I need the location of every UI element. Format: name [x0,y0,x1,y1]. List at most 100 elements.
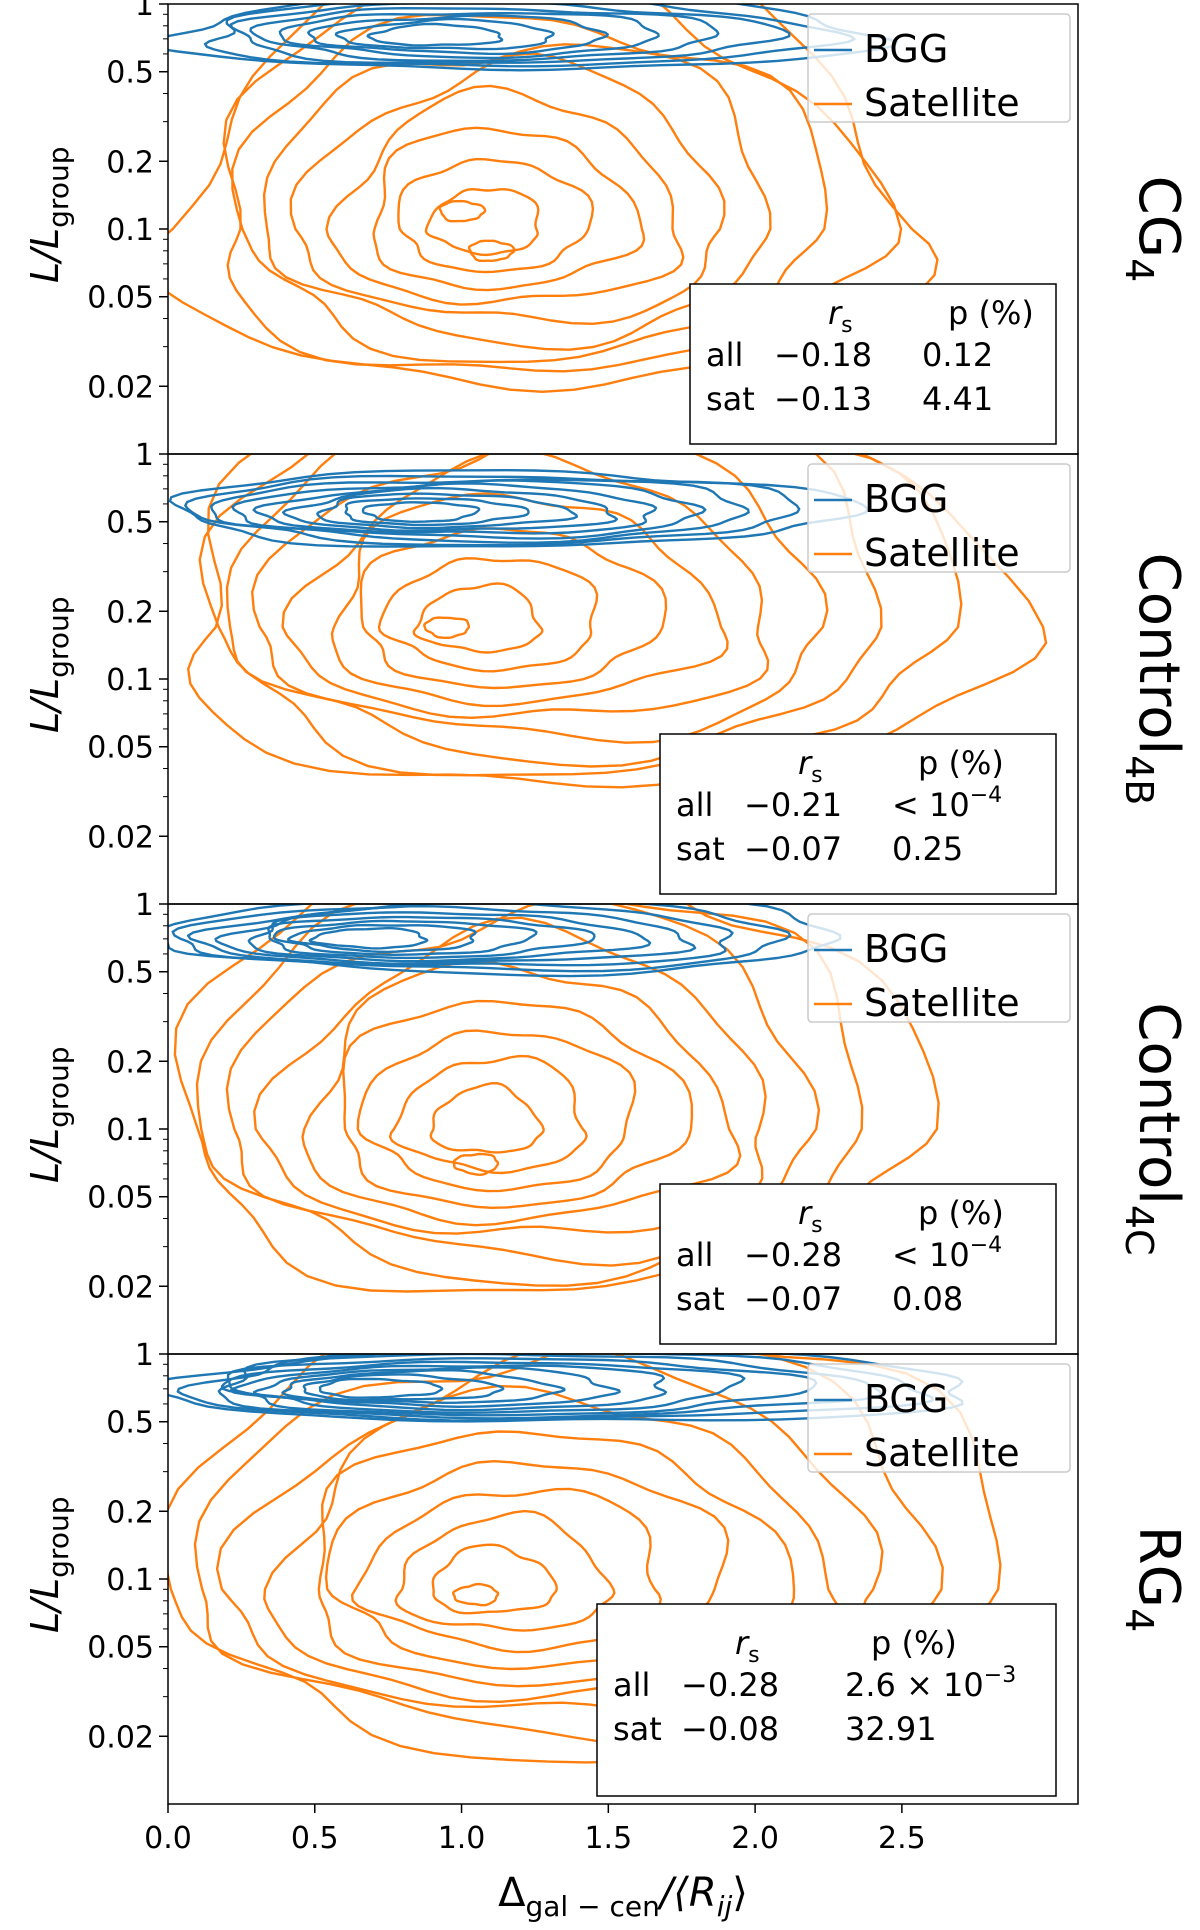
panel-4: 10.50.20.10.050.02L/LgroupBGGSatelliters… [23,1338,1191,1805]
satellite-contour [325,84,685,306]
stats-row-rs: −0.08 [681,1710,779,1748]
satellite-contour [412,582,544,654]
y-axis-label: L/Lgroup [23,597,75,733]
bgg-contour [249,6,720,62]
bgg-contour [318,1377,444,1399]
y-label-main: L/L [23,228,67,283]
bgg-contour [203,4,856,68]
bgg-contour [308,927,429,950]
bgg-contour [334,17,555,51]
x-label-rest: /⟨R [657,1870,717,1916]
stats-row-label: sat [676,1280,725,1318]
y-tick-label: 0.02 [87,370,154,405]
y-label-sub: group [42,1047,75,1128]
stats-table: rs p (%) all −0.28 2.6 × 10−3 sat −0.08 32.91 [596,1603,1057,1797]
stats-header-rs-sub: s [811,763,822,788]
y-tick-label: 0.05 [87,281,154,316]
contour-layer [168,4,939,393]
satellite-contour [289,52,726,325]
legend: BGG Satellite [807,1363,1071,1475]
stats-row-label: all [706,336,743,374]
satellite-contour [281,454,770,719]
bgg-contour [210,478,750,544]
x-tick-label: 2.0 [731,1821,779,1856]
bgg-contour [282,486,618,532]
panel-3: 10.50.20.10.050.02L/LgroupBGGSatelliters… [23,888,1191,1355]
y-tick-label: 0.1 [106,1113,154,1148]
stats-row-rs: −0.13 [774,380,872,418]
bgg-contour [229,1364,668,1412]
satellite-contour [356,1029,637,1193]
stats-row-label: all [676,1236,713,1274]
stats-header-rs-main: r [798,1194,813,1232]
x-tick-label: 2.5 [878,1821,926,1856]
bgg-contour [252,1366,621,1408]
y-tick-label: 0.02 [87,820,154,855]
panel-name: Control4C [1117,1002,1191,1255]
stats-box [659,733,1057,895]
bgg-contour [220,1360,746,1414]
y-tick-label: 0.1 [106,213,154,248]
panel-name-sub: 4B [1117,755,1161,805]
satellite-contour [262,43,772,351]
panel-1: 10.50.20.10.050.02L/LgroupBGGSatelliters… [23,0,1191,455]
stats-box [689,283,1057,445]
y-tick-label: 0.5 [106,1406,154,1441]
stats-header-rs: rs [828,294,853,338]
legend-label-bgg: BGG [864,927,948,971]
stats-row-p-exponent: −3 [984,1663,1016,1688]
stats-row-p-value: < 10 [892,1236,970,1274]
satellite-peak-contour [438,199,487,223]
bgg-contour [272,919,538,956]
stats-header-rs: rs [735,1624,760,1668]
x-tick-label: 0.0 [144,1821,192,1856]
contour-layer [168,904,940,1293]
stats-row-p-exponent: −4 [970,783,1002,808]
stats-row-p-value: 32.91 [845,1710,937,1748]
panel-2: 10.50.20.10.050.02L/LgroupBGGSatelliters… [23,438,1191,905]
y-tick-label: 0.2 [106,1045,154,1080]
y-axis-label: L/Lgroup [23,147,75,283]
stats-row-p-value: 0.08 [892,1280,963,1318]
y-axis-label: L/Lgroup [23,1497,75,1633]
y-tick-label: 0.1 [106,663,154,698]
stats-row-label: sat [706,380,755,418]
bgg-contour [281,1369,566,1404]
stats-row-p: 0.12 [922,336,993,374]
stats-header-p: p (%) [918,744,1004,782]
panel-name-sub: 4 [1117,1608,1161,1632]
satellite-contour [251,454,829,744]
stats-header-p: p (%) [918,1194,1004,1232]
satellite-peak-contour [467,239,516,262]
bgg-contour [316,492,578,530]
stats-row-p: 32.91 [845,1710,937,1748]
satellite-peak-contour [423,616,471,639]
bgg-contour [217,1354,883,1420]
stats-row-p: 0.08 [892,1280,963,1318]
legend-box [807,463,1071,573]
legend: BGG Satellite [807,13,1071,125]
satellite-contour [350,1487,662,1654]
legend: BGG Satellite [807,463,1071,575]
bgg-contour [252,482,658,535]
y-tick-label: 0.2 [106,145,154,180]
stats-box [659,1183,1057,1345]
x-label-rest-sub: ij [717,1890,733,1923]
stats-header-p: p (%) [871,1624,957,1662]
bgg-contour [168,1354,964,1423]
y-tick-label: 0.1 [106,1563,154,1598]
x-tick-label: 1.5 [584,1821,632,1856]
legend-label-satellite: Satellite [864,81,1020,125]
satellite-contour [253,916,767,1235]
bgg-contour [247,911,652,963]
x-label-main: Δ [498,1870,526,1916]
satellite-contour [394,1509,616,1632]
satellite-contour [301,959,742,1227]
stats-box [596,1603,1057,1797]
x-tick-label: 0.5 [291,1821,339,1856]
stats-header-rs-sub: s [811,1213,822,1238]
satellite-contour [429,1082,545,1154]
stats-table: rs p (%) all −0.28 < 10−4 sat −0.07 0.08 [659,1183,1057,1345]
stats-header-rs-sub: s [748,1643,759,1668]
legend-box [807,13,1071,123]
